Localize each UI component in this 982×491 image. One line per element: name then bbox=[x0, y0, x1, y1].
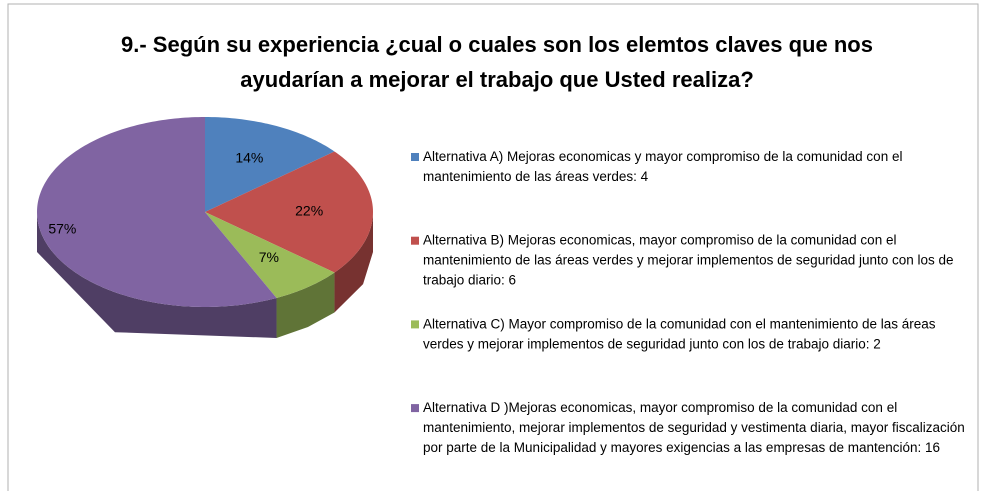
data-label: 57% bbox=[48, 221, 76, 237]
legend-swatch bbox=[411, 320, 419, 329]
pie-slice bbox=[37, 117, 277, 307]
legend-swatch bbox=[411, 153, 419, 161]
chart-title: 9.- Según su experiencia ¿cual o cuales … bbox=[121, 32, 873, 57]
legend-swatch bbox=[411, 404, 419, 413]
chart-title: ayudarían a mejorar el trabajo que Usted… bbox=[240, 67, 754, 92]
legend-label: Alternativa C) Mayor compromiso de la co… bbox=[423, 316, 939, 351]
legend-label: Alternativa A) Mejoras economicas y mayo… bbox=[423, 149, 906, 184]
pie-side bbox=[37, 212, 277, 338]
pie-slice bbox=[205, 151, 373, 273]
pie-slice bbox=[205, 212, 335, 298]
pie-slice bbox=[205, 117, 335, 212]
legend-label: Alternativa B) Mejoras economicas, mayor… bbox=[423, 232, 957, 287]
legend-label: Alternativa D )Mejoras economicas, mayor… bbox=[423, 400, 969, 455]
data-label: 7% bbox=[259, 249, 279, 265]
pie-side bbox=[334, 212, 373, 313]
data-label: 14% bbox=[235, 149, 263, 165]
data-label: 22% bbox=[295, 203, 323, 219]
legend-swatch bbox=[411, 236, 419, 245]
pie-side bbox=[276, 272, 335, 338]
